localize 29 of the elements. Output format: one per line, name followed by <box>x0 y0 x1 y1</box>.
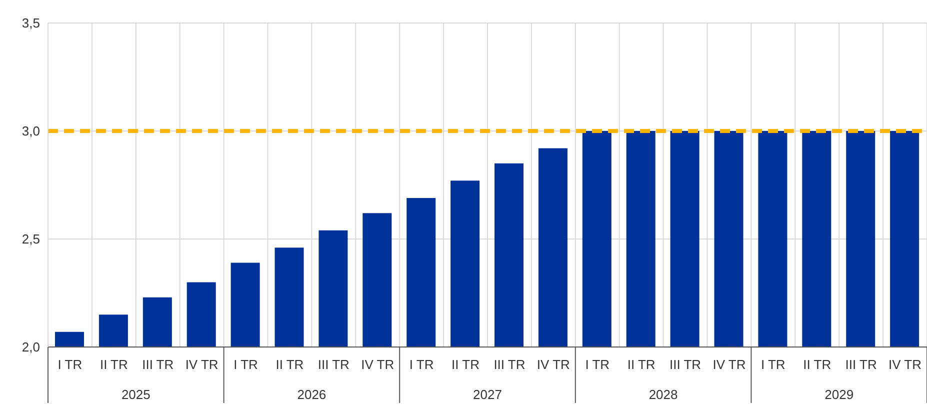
x-tick-label: I TR <box>585 357 610 372</box>
x-tick-label: I TR <box>234 357 258 372</box>
y-tick-label: 2,0 <box>22 340 40 355</box>
y-tick-label: 3,5 <box>22 16 40 31</box>
text: 2026 <box>297 387 326 402</box>
x-tick-label: III TR <box>318 357 350 372</box>
text: 2028 <box>648 387 678 402</box>
x-tick-label: IV TR <box>888 357 922 372</box>
text: 2027 <box>473 387 502 402</box>
x-tick-label: II TR <box>276 357 304 372</box>
text: 2025 <box>121 387 150 402</box>
x-tick-label: IV TR <box>185 357 218 372</box>
y-tick-label: 3,0 <box>22 124 40 139</box>
y-tick-label: 2,5 <box>22 232 40 247</box>
text: 2029 <box>824 387 854 402</box>
x-tick-label: III TR <box>845 357 877 372</box>
x-tick-label: II TR <box>627 357 656 372</box>
x-tick-label: III TR <box>142 357 174 372</box>
x-tick-label: II TR <box>803 357 832 372</box>
x-tick-label: IV TR <box>536 357 570 372</box>
x-tick-label: I TR <box>58 357 82 372</box>
x-tick-label: IV TR <box>712 357 746 372</box>
x-tick-label: II TR <box>100 357 128 372</box>
x-tick-label: IV TR <box>361 357 394 372</box>
x-tick-label: II TR <box>452 357 480 372</box>
x-tick-label: III TR <box>494 357 526 372</box>
x-tick-label: I TR <box>761 357 786 372</box>
x-tick-label: III TR <box>670 357 702 372</box>
x-tick-label: I TR <box>409 357 434 372</box>
